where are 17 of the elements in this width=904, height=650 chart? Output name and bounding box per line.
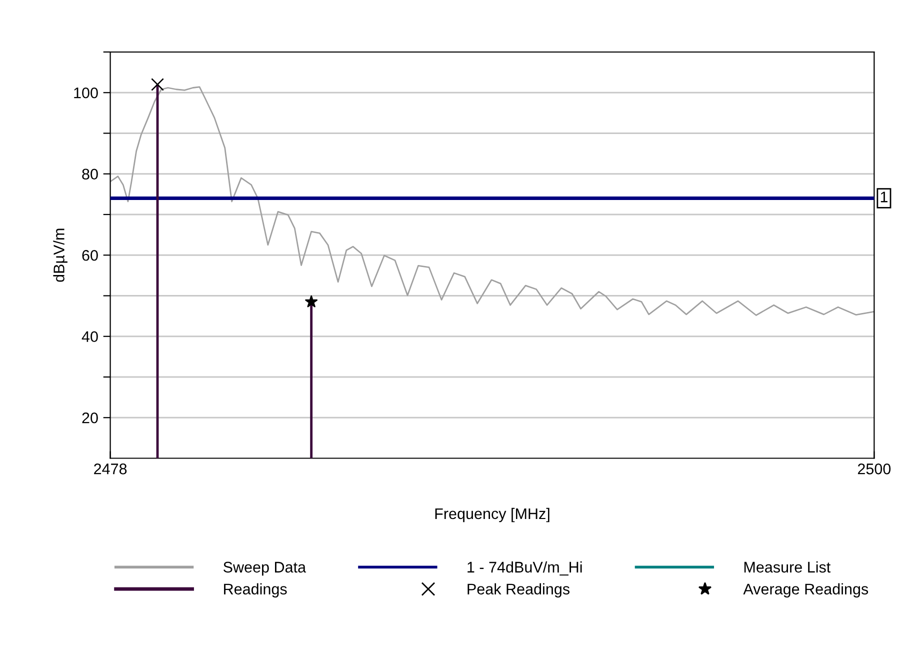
x-axis-title: Frequency [MHz] [435,508,550,522]
line-series [110,86,874,316]
x-tick-label: 2500 [858,464,891,474]
y-tick-label: 40 [82,331,98,342]
legend-label: Sweep Data [223,562,306,576]
x-tick-label: 2478 [94,464,127,474]
legend-label: Average Readings [743,583,868,598]
y-tick-label: 60 [82,250,98,261]
legend-label: Measure List [744,561,831,573]
y-tick-label: 100 [74,87,98,98]
y-axis-title: dBµV/m [53,228,68,282]
y-tick-label: 80 [82,168,98,180]
annotation: 1 [880,192,888,202]
legend-label: Peak Readings [468,583,570,598]
legend-label: Readings [224,583,287,598]
legend-label: 1 - 74dBuV/m_Hi [468,561,582,576]
y-tick-label: 20 [82,412,98,424]
